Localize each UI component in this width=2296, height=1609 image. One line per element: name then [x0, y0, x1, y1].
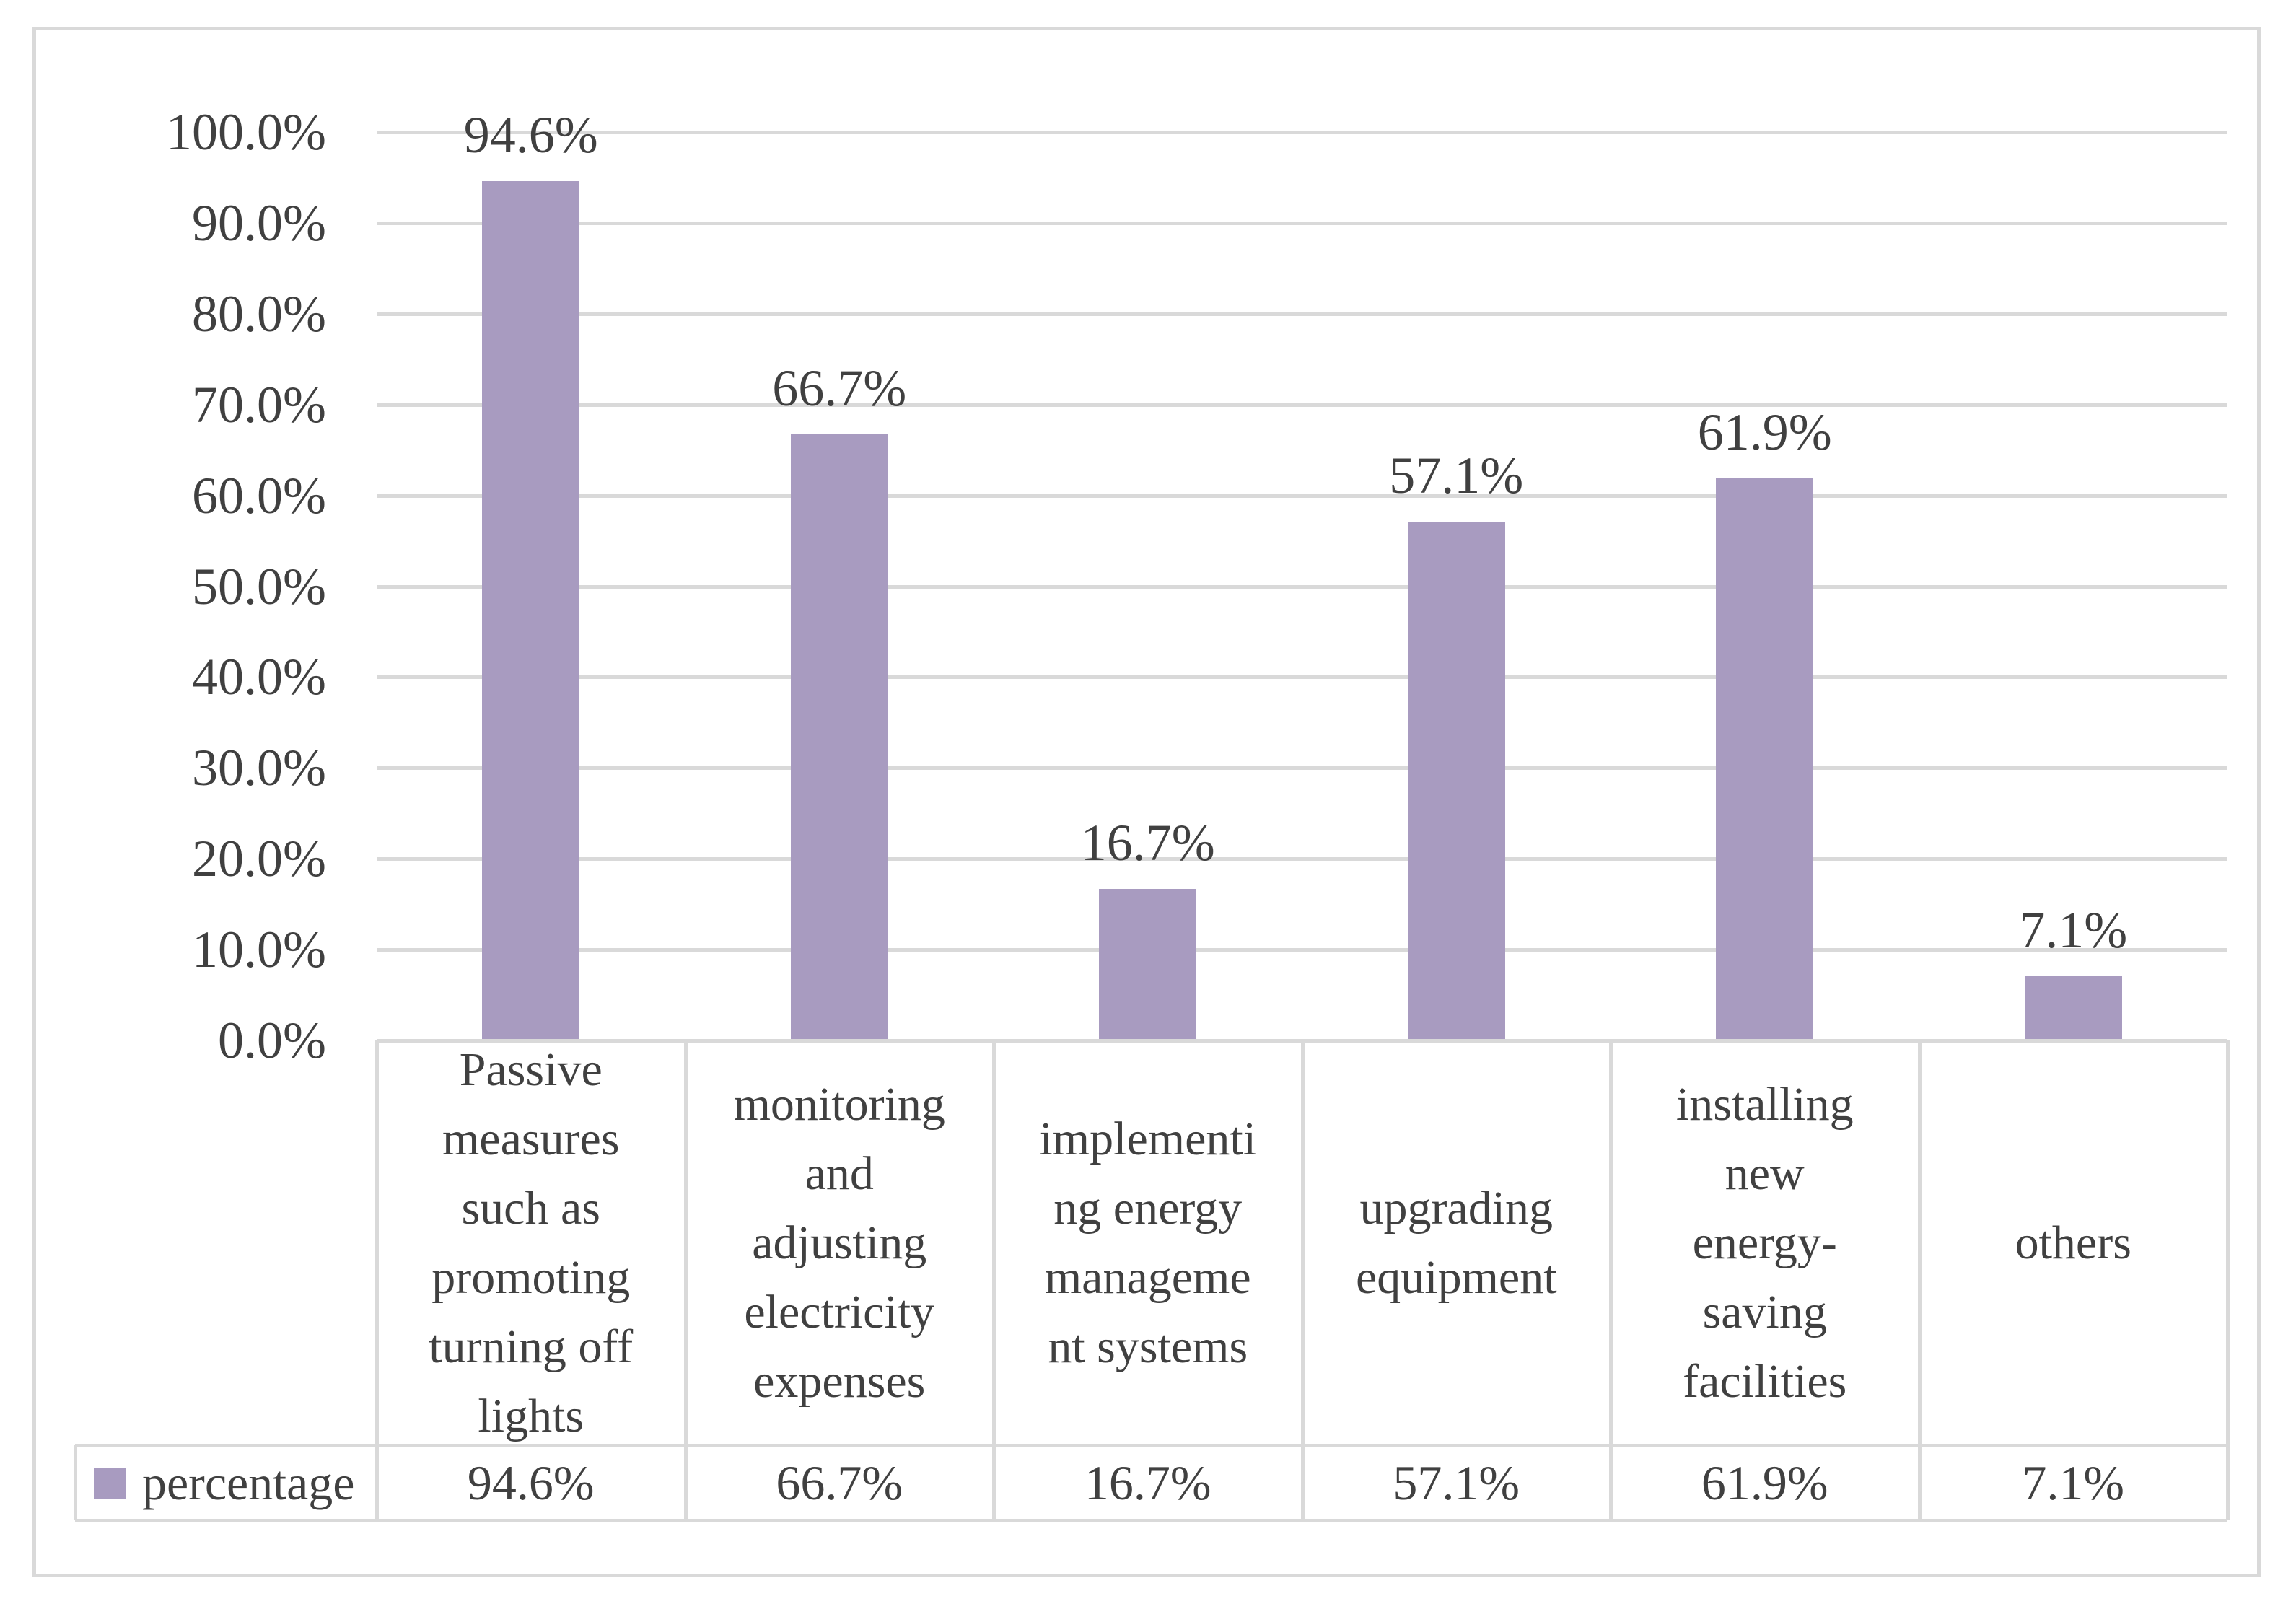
gridline-80 [377, 312, 2227, 316]
legend-cell: percentage [75, 1445, 377, 1520]
bar-data-label-3: 16.7% [1080, 813, 1215, 872]
bar-2 [790, 434, 888, 1040]
category-label-2: monitoring and adjusting electricity exp… [733, 1077, 945, 1408]
gridline-30 [377, 766, 2227, 771]
gridline-40 [377, 675, 2227, 680]
y-axis-label-20: 20.0% [192, 830, 326, 888]
gridline-100 [377, 131, 2227, 134]
table-bottom-border [75, 1519, 2227, 1522]
y-axis-label-60: 60.0% [192, 466, 326, 525]
table-value-3: 16.7% [1084, 1455, 1211, 1510]
bar-data-label-5: 61.9% [1697, 403, 1832, 461]
gridline-60 [377, 494, 2227, 498]
category-label-6: others [2015, 1216, 2131, 1269]
bar-1 [482, 180, 580, 1040]
y-axis-label-30: 30.0% [192, 739, 326, 797]
bar-6 [2024, 976, 2122, 1040]
y-axis-label-70: 70.0% [192, 375, 326, 434]
bar-data-label-4: 57.1% [1389, 447, 1524, 505]
bar-5 [1716, 478, 1814, 1040]
y-axis-label-0: 0.0% [218, 1012, 326, 1069]
bar-data-label-2: 66.7% [772, 359, 907, 418]
table-column-border-0 [375, 1040, 379, 1520]
bar-data-label-6: 7.1% [2019, 900, 2128, 959]
legend-cell-left-border [74, 1445, 77, 1520]
bar-data-label-1: 94.6% [463, 105, 598, 164]
y-axis-label-50: 50.0% [192, 557, 326, 615]
bar-3 [1099, 888, 1197, 1040]
table-column-border-4 [1609, 1040, 1613, 1520]
gridline-90 [377, 221, 2227, 225]
category-label-3: implementi ng energy manageme nt systems [1039, 1112, 1257, 1373]
gridline-20 [377, 857, 2227, 862]
table-column-border-1 [683, 1040, 688, 1520]
category-label-5: installing new energy- saving facilities [1675, 1077, 1854, 1408]
table-column-border-3 [1300, 1040, 1305, 1520]
table-column-border-6 [2226, 1040, 2230, 1520]
category-label-4: upgrading equipment [1355, 1181, 1557, 1304]
gridline-70 [377, 403, 2227, 407]
table-value-6: 7.1% [2022, 1455, 2125, 1510]
gridline-50 [377, 584, 2227, 589]
legend-color-swatch-icon [94, 1467, 126, 1499]
table-value-5: 61.9% [1701, 1455, 1828, 1510]
y-axis-label-80: 80.0% [192, 284, 326, 343]
y-axis-label-40: 40.0% [192, 648, 326, 706]
table-value-1: 94.6% [467, 1455, 595, 1510]
table-column-border-2 [992, 1040, 996, 1520]
y-axis-label-10: 10.0% [192, 921, 326, 979]
legend-series-label: percentage [142, 1455, 355, 1510]
category-label-1: Passive measures such as promoting turni… [429, 1043, 634, 1442]
y-axis-label-100: 100.0% [166, 103, 326, 161]
figure-frame [32, 27, 2261, 1577]
table-row-separator [75, 1444, 2227, 1447]
bar-4 [1407, 522, 1505, 1040]
y-axis-label-90: 90.0% [192, 193, 326, 252]
table-value-4: 57.1% [1393, 1455, 1520, 1510]
table-value-2: 66.7% [776, 1455, 903, 1510]
table-column-border-5 [1917, 1040, 1922, 1520]
gridline-10 [377, 948, 2227, 952]
